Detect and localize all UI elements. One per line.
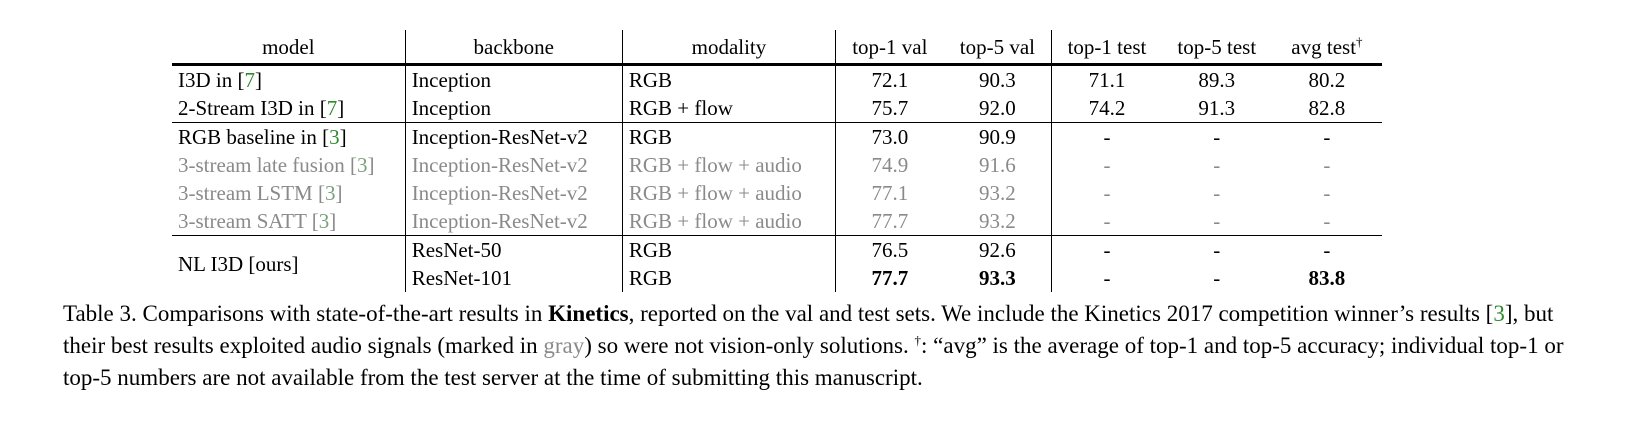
table-row: ResNet-101 RGB 77.7 93.3 - - 83.8 xyxy=(172,264,1382,292)
modality-cell: RGB + flow + audio xyxy=(622,207,837,236)
dagger-mark: † xyxy=(1356,34,1363,49)
header-row: model backbone modality top-1 val top-5 … xyxy=(172,30,1382,66)
model-cell: 3-stream LSTM [3] xyxy=(172,179,406,207)
results-table: model backbone modality top-1 val top-5 … xyxy=(172,30,1382,292)
top1-val-cell: 73.0 xyxy=(871,125,909,149)
table-row: 3-stream SATT [3] Inception-ResNet-v2 RG… xyxy=(172,207,1382,236)
modality-cell: RGB + flow + audio xyxy=(622,151,837,179)
backbone-cell: Inception-ResNet-v2 xyxy=(405,151,623,179)
citation-link[interactable]: 3 xyxy=(357,153,368,177)
dagger-mark: † xyxy=(914,332,922,348)
header-model: model xyxy=(172,30,406,66)
modality-cell: RGB xyxy=(622,264,837,292)
header-top1-test: top-1 test xyxy=(1051,30,1162,66)
top1-val-cell: 77.7 xyxy=(835,207,944,236)
header-top5-test: top-5 test xyxy=(1161,30,1272,66)
top5-test-cell: 89.3 xyxy=(1198,68,1236,92)
backbone-cell: Inception-ResNet-v2 xyxy=(405,122,623,151)
avg-test-cell: 82.8 xyxy=(1271,94,1382,123)
header-avg-test: avg test† xyxy=(1271,30,1382,66)
top5-val-cell: 92.6 xyxy=(943,235,1053,264)
table-row: RGB baseline in [3] Inception-ResNet-v2 … xyxy=(172,122,1382,151)
avg-test-cell: - xyxy=(1323,125,1331,149)
top5-val-cell: 93.2 xyxy=(943,207,1053,236)
top1-val-cell: 72.1 xyxy=(871,68,909,92)
top1-test-cell: - xyxy=(1103,266,1111,290)
header-avg-test-label: avg test xyxy=(1291,35,1357,59)
top5-test-cell: - xyxy=(1213,153,1221,177)
top1-test-cell: - xyxy=(1103,125,1111,149)
caption-gray-word: gray xyxy=(543,333,585,358)
table-row: 2-Stream I3D in [7] Inception RGB + flow… xyxy=(172,94,1382,123)
table-row: 3-stream LSTM [3] Inception-ResNet-v2 RG… xyxy=(172,179,1382,207)
table-row: NL I3D [ours] ResNet-50 RGB 76.5 92.6 - … xyxy=(172,235,1382,292)
backbone-cell: Inception xyxy=(405,64,623,94)
avg-test-cell: 83.8 xyxy=(1308,266,1346,290)
top1-val-cell: 76.5 xyxy=(871,238,909,262)
model-cell: NL I3D [ours] xyxy=(172,235,406,292)
top5-test-cell: - xyxy=(1213,125,1221,149)
top5-test-cell: - xyxy=(1213,238,1221,262)
top1-test-cell: - xyxy=(1051,207,1162,236)
model-cell: RGB baseline in [3] xyxy=(172,122,406,151)
top5-val-cell: 91.6 xyxy=(943,151,1053,179)
table-row: 3-stream late fusion [3] Inception-ResNe… xyxy=(172,151,1382,179)
top5-test-cell: - xyxy=(1213,181,1221,205)
top5-test-cell: - xyxy=(1213,266,1221,290)
top1-test-cell: - xyxy=(1103,238,1111,262)
top1-test-cell: - xyxy=(1103,181,1111,205)
caption-bold-dataset: Kinetics xyxy=(548,301,629,326)
modality-cell: RGB xyxy=(622,122,837,151)
backbone-cell: Inception xyxy=(405,94,623,123)
citation-link[interactable]: 3 xyxy=(318,209,330,233)
backbone-cell: ResNet-50 xyxy=(405,235,623,264)
top5-val-cell: 93.2 xyxy=(943,179,1053,207)
backbone-cell: Inception-ResNet-v2 xyxy=(405,179,623,207)
modality-cell: RGB xyxy=(622,64,837,94)
avg-test-cell: 80.2 xyxy=(1308,68,1346,92)
top1-val-cell: 74.9 xyxy=(871,153,909,177)
header-top1-val: top-1 val xyxy=(835,30,944,66)
top5-val-cell: 90.9 xyxy=(943,122,1053,151)
top1-val-cell: 77.7 xyxy=(871,266,909,290)
model-cell: 3-stream late fusion [3] xyxy=(172,151,406,179)
citation-link[interactable]: 7 xyxy=(326,96,338,120)
table-caption: Table 3. Comparisons with state-of-the-a… xyxy=(63,301,1564,390)
top1-val-cell: 77.1 xyxy=(871,181,909,205)
model-cell: 2-Stream I3D in [7] xyxy=(172,94,406,123)
avg-test-cell: - xyxy=(1323,153,1331,177)
top1-test-cell: - xyxy=(1103,153,1111,177)
top1-val-cell: 75.7 xyxy=(835,94,944,123)
table-row: I3D in [7] Inception RGB 72.1 90.3 71.1 … xyxy=(172,64,1382,94)
avg-test-cell: - xyxy=(1323,238,1331,262)
top5-val-cell: 93.3 xyxy=(943,264,1053,292)
citation-link[interactable]: 3 xyxy=(1493,301,1505,326)
backbone-cell: Inception-ResNet-v2 xyxy=(405,207,623,236)
modality-cell: RGB xyxy=(622,235,837,264)
citation-link[interactable]: 3 xyxy=(324,181,336,205)
backbone-cell: ResNet-101 xyxy=(405,264,623,292)
top1-test-cell: 74.2 xyxy=(1051,94,1162,123)
top5-val-cell: 90.3 xyxy=(943,64,1053,94)
header-modality: modality xyxy=(622,30,837,66)
avg-test-cell: - xyxy=(1271,207,1382,236)
top1-test-cell: 71.1 xyxy=(1088,68,1126,92)
avg-test-cell: - xyxy=(1323,181,1331,205)
top5-test-cell: - xyxy=(1161,207,1272,236)
modality-cell: RGB + flow + audio xyxy=(622,179,837,207)
top5-val-cell: 92.0 xyxy=(943,94,1053,123)
header-top5-val: top-5 val xyxy=(943,30,1053,66)
model-cell: 3-stream SATT [3] xyxy=(172,207,406,236)
citation-link[interactable]: 3 xyxy=(329,125,340,149)
modality-cell: RGB + flow xyxy=(622,94,837,123)
header-backbone: backbone xyxy=(405,30,623,66)
model-cell: I3D in [7] xyxy=(172,64,406,94)
top5-test-cell: 91.3 xyxy=(1161,94,1272,123)
citation-link[interactable]: 7 xyxy=(244,68,256,92)
